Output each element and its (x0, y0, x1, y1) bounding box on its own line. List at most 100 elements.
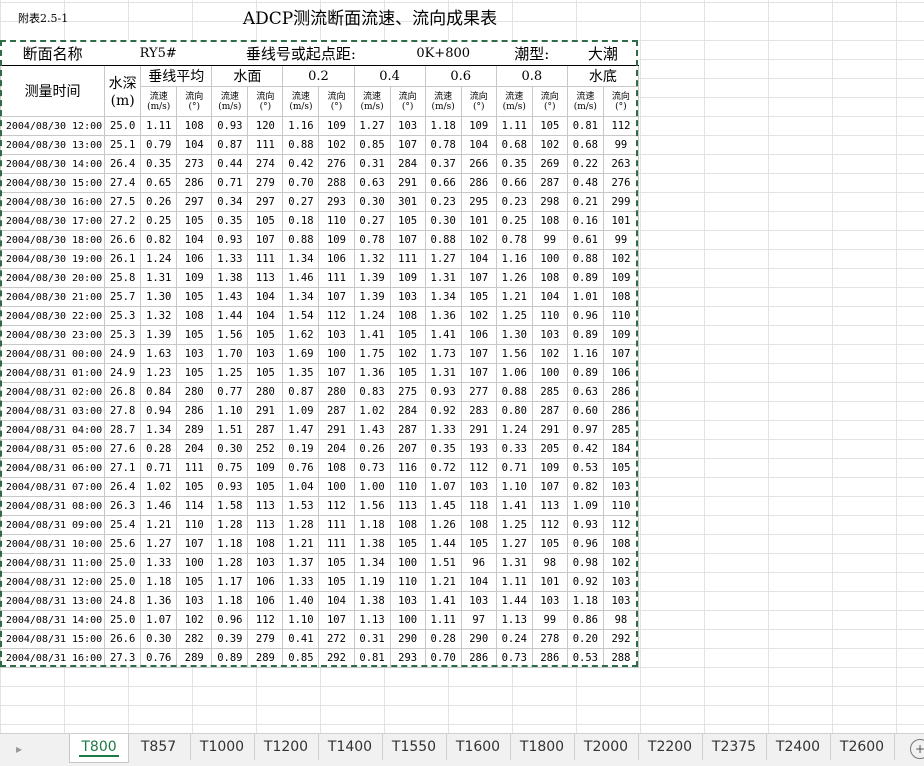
direction-cell[interactable]: 101 (531, 572, 568, 592)
speed-cell[interactable]: 1.38 (353, 534, 391, 554)
spreadsheet-grid[interactable]: 附表2.5-1 ADCP测流断面流速、流向成果表 断面名称 RY5# 垂线号或起… (0, 0, 924, 733)
direction-subheader[interactable]: 流向 (°) (318, 86, 355, 117)
sheet-tab[interactable]: T800 (69, 734, 129, 763)
direction-cell[interactable]: 104 (460, 249, 497, 269)
speed-cell[interactable]: 1.39 (353, 287, 391, 307)
speed-cell[interactable]: 0.23 (424, 192, 462, 212)
time-cell[interactable]: 2004/08/31 05:00 (0, 439, 106, 459)
speed-cell[interactable]: 1.09 (282, 401, 320, 421)
direction-cell[interactable]: 101 (602, 211, 640, 231)
speed-cell[interactable]: 0.60 (566, 401, 604, 421)
speed-cell[interactable]: 0.35 (140, 154, 178, 174)
speed-subheader[interactable]: 流速 (m/s) (140, 86, 178, 117)
direction-cell[interactable]: 109 (602, 268, 640, 288)
direction-cell[interactable]: 99 (531, 230, 568, 250)
direction-cell[interactable]: 207 (389, 439, 426, 459)
speed-cell[interactable]: 0.23 (495, 192, 533, 212)
direction-cell[interactable]: 106 (247, 591, 284, 611)
speed-cell[interactable]: 1.16 (282, 116, 320, 136)
speed-cell[interactable]: 1.11 (424, 610, 462, 630)
direction-cell[interactable]: 109 (460, 116, 497, 136)
speed-cell[interactable]: 0.87 (282, 382, 320, 402)
direction-cell[interactable]: 111 (176, 458, 213, 478)
speed-cell[interactable]: 1.51 (211, 420, 249, 440)
speed-cell[interactable]: 0.68 (495, 135, 533, 155)
depth-header[interactable]: 水深 (m) (104, 65, 142, 117)
direction-cell[interactable]: 107 (247, 230, 284, 250)
speed-cell[interactable]: 0.81 (353, 648, 391, 668)
direction-cell[interactable]: 292 (602, 629, 640, 649)
speed-cell[interactable]: 1.45 (424, 496, 462, 516)
speed-cell[interactable]: 1.44 (495, 591, 533, 611)
speed-cell[interactable]: 0.88 (566, 249, 604, 269)
depth-cell[interactable]: 26.3 (104, 496, 142, 516)
speed-cell[interactable]: 0.85 (353, 135, 391, 155)
direction-cell[interactable]: 103 (602, 572, 640, 592)
speed-cell[interactable]: 1.33 (282, 572, 320, 592)
depth-cell[interactable]: 27.1 (104, 458, 142, 478)
direction-cell[interactable]: 106 (247, 572, 284, 592)
speed-cell[interactable]: 0.30 (353, 192, 391, 212)
position-header-0-4[interactable]: 0.4 (353, 65, 426, 87)
speed-cell[interactable]: 1.11 (495, 572, 533, 592)
speed-cell[interactable]: 1.56 (353, 496, 391, 516)
speed-cell[interactable]: 1.69 (282, 344, 320, 364)
direction-cell[interactable]: 105 (176, 211, 213, 231)
depth-cell[interactable]: 24.9 (104, 363, 142, 383)
speed-subheader[interactable]: 流速 (m/s) (282, 86, 320, 117)
depth-cell[interactable]: 26.4 (104, 154, 142, 174)
direction-cell[interactable]: 107 (318, 363, 355, 383)
speed-cell[interactable]: 0.65 (140, 173, 178, 193)
speed-cell[interactable]: 1.38 (211, 268, 249, 288)
direction-cell[interactable]: 103 (460, 591, 497, 611)
direction-cell[interactable]: 100 (318, 477, 355, 497)
speed-cell[interactable]: 0.88 (495, 382, 533, 402)
direction-cell[interactable]: 266 (460, 154, 497, 174)
speed-cell[interactable]: 1.25 (495, 306, 533, 326)
speed-cell[interactable]: 1.30 (140, 287, 178, 307)
speed-cell[interactable]: 0.20 (566, 629, 604, 649)
direction-cell[interactable]: 100 (318, 344, 355, 364)
speed-cell[interactable]: 0.87 (211, 135, 249, 155)
sheet-tab[interactable]: T2375 (702, 734, 767, 760)
depth-cell[interactable]: 27.6 (104, 439, 142, 459)
direction-cell[interactable]: 109 (602, 325, 640, 345)
direction-cell[interactable]: 104 (531, 287, 568, 307)
speed-cell[interactable]: 0.33 (495, 439, 533, 459)
speed-cell[interactable]: 1.41 (495, 496, 533, 516)
direction-cell[interactable]: 290 (389, 629, 426, 649)
direction-cell[interactable]: 104 (460, 572, 497, 592)
speed-cell[interactable]: 0.96 (566, 534, 604, 554)
direction-cell[interactable]: 105 (389, 211, 426, 231)
direction-cell[interactable]: 274 (247, 154, 284, 174)
speed-cell[interactable]: 0.75 (211, 458, 249, 478)
speed-cell[interactable]: 1.07 (424, 477, 462, 497)
direction-cell[interactable]: 279 (247, 173, 284, 193)
speed-cell[interactable]: 1.31 (140, 268, 178, 288)
direction-cell[interactable]: 108 (531, 268, 568, 288)
direction-cell[interactable]: 298 (531, 192, 568, 212)
sheet-tab[interactable]: T1400 (318, 734, 383, 760)
direction-cell[interactable]: 269 (531, 154, 568, 174)
sheet-tab[interactable]: T1800 (510, 734, 575, 760)
speed-cell[interactable]: 0.19 (282, 439, 320, 459)
speed-cell[interactable]: 0.89 (211, 648, 249, 668)
speed-cell[interactable]: 1.75 (353, 344, 391, 364)
speed-cell[interactable]: 1.39 (353, 268, 391, 288)
direction-cell[interactable]: 295 (460, 192, 497, 212)
time-cell[interactable]: 2004/08/31 03:00 (0, 401, 106, 421)
direction-cell[interactable]: 286 (176, 401, 213, 421)
speed-cell[interactable]: 0.66 (495, 173, 533, 193)
direction-cell[interactable]: 288 (602, 648, 640, 668)
speed-cell[interactable]: 1.18 (353, 515, 391, 535)
speed-cell[interactable]: 0.53 (566, 458, 604, 478)
speed-cell[interactable]: 0.73 (495, 648, 533, 668)
direction-cell[interactable]: 204 (176, 439, 213, 459)
direction-cell[interactable]: 293 (318, 192, 355, 212)
direction-cell[interactable]: 105 (602, 458, 640, 478)
speed-cell[interactable]: 0.71 (211, 173, 249, 193)
speed-cell[interactable]: 0.48 (566, 173, 604, 193)
direction-cell[interactable]: 108 (176, 116, 213, 136)
direction-cell[interactable]: 285 (531, 382, 568, 402)
direction-subheader[interactable]: 流向 (°) (531, 86, 568, 117)
